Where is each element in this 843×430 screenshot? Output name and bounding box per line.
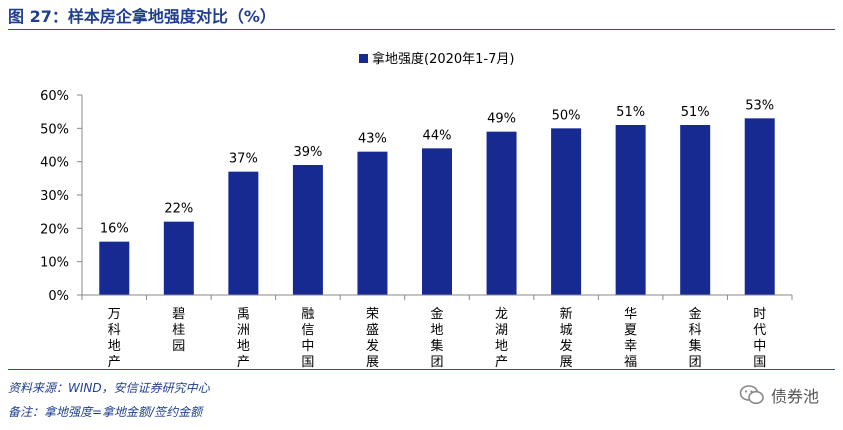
y-tick-label: 10%: [40, 256, 69, 271]
legend-swatch: [359, 54, 368, 63]
y-tick-label: 60%: [40, 89, 69, 104]
data-label: 37%: [229, 152, 258, 167]
bar: [163, 221, 194, 295]
bar: [292, 165, 323, 295]
data-label: 39%: [293, 145, 322, 160]
watermark-text: 债券池: [770, 387, 819, 406]
wechat-icon: [739, 385, 764, 405]
x-tick-label: 金科集团: [689, 306, 702, 368]
data-label: 43%: [358, 132, 387, 147]
y-tick-label: 50%: [40, 122, 69, 137]
x-tick-label: 碧桂园: [172, 307, 185, 354]
bar-chart: 拿地强度(2020年1-7月) 0% 10% 20% 30% 40% 50% 60% 16%…: [40, 51, 793, 368]
bar: [615, 125, 646, 295]
legend-label: 拿地强度(2020年1-7月): [372, 51, 514, 67]
y-tick-label: 20%: [40, 222, 69, 237]
legend: 拿地强度(2020年1-7月): [359, 51, 514, 67]
data-label: 49%: [487, 112, 516, 127]
x-tick-label: 华夏幸福: [624, 307, 637, 368]
bar: [99, 241, 130, 295]
bar: [486, 131, 517, 295]
data-label: 51%: [681, 105, 710, 120]
data-label: 50%: [552, 108, 581, 123]
data-label: 16%: [100, 222, 129, 237]
bar: [422, 148, 452, 295]
bar-group: 16% 22% 37% 39% 43% 44% 49% 50% 51% 51% 53%: [99, 98, 775, 295]
x-tick-label: 禹洲地产: [237, 307, 250, 368]
bottom-divider: [8, 369, 835, 370]
x-tick-label: 新城发展: [560, 306, 573, 368]
y-tick-label: 0%: [48, 289, 69, 304]
data-label: 53%: [745, 98, 774, 113]
x-tick-label: 融信中国: [301, 307, 314, 368]
x-tick-label: 时代中国: [753, 307, 766, 368]
chart-title: 图 27：样本房企拿地强度对比（%）: [8, 7, 276, 26]
bar: [744, 118, 775, 295]
bar: [551, 128, 582, 295]
y-tick-label: 30%: [40, 189, 69, 204]
bar: [357, 151, 388, 295]
data-label: 51%: [616, 105, 645, 120]
watermark: 债券池: [739, 383, 819, 407]
source-note: 资料来源：WIND，安信证券研究中心: [8, 381, 210, 395]
x-tick-label: 荣盛发展: [366, 307, 379, 368]
x-tick-label: 万科地产: [108, 307, 121, 368]
data-label: 44%: [423, 128, 452, 143]
top-divider: [8, 29, 835, 30]
bar: [228, 171, 259, 295]
x-axis: 万科地产 碧桂园 禹洲地产 融信中国 荣盛发展 金地集团 龙湖地产 新城发展 华夏幸福 金科集团 时…: [81, 294, 793, 368]
x-tick-label: 金地集团: [430, 306, 443, 368]
x-tick-label: 龙湖地产: [495, 307, 508, 368]
bar: [680, 125, 711, 295]
y-tick-label: 40%: [40, 156, 69, 171]
remark-note: 备注：拿地强度=拿地金额/签约金额: [8, 405, 203, 419]
data-label: 22%: [164, 202, 193, 217]
y-axis: 0% 10% 20% 30% 40% 50% 60%: [40, 89, 83, 304]
